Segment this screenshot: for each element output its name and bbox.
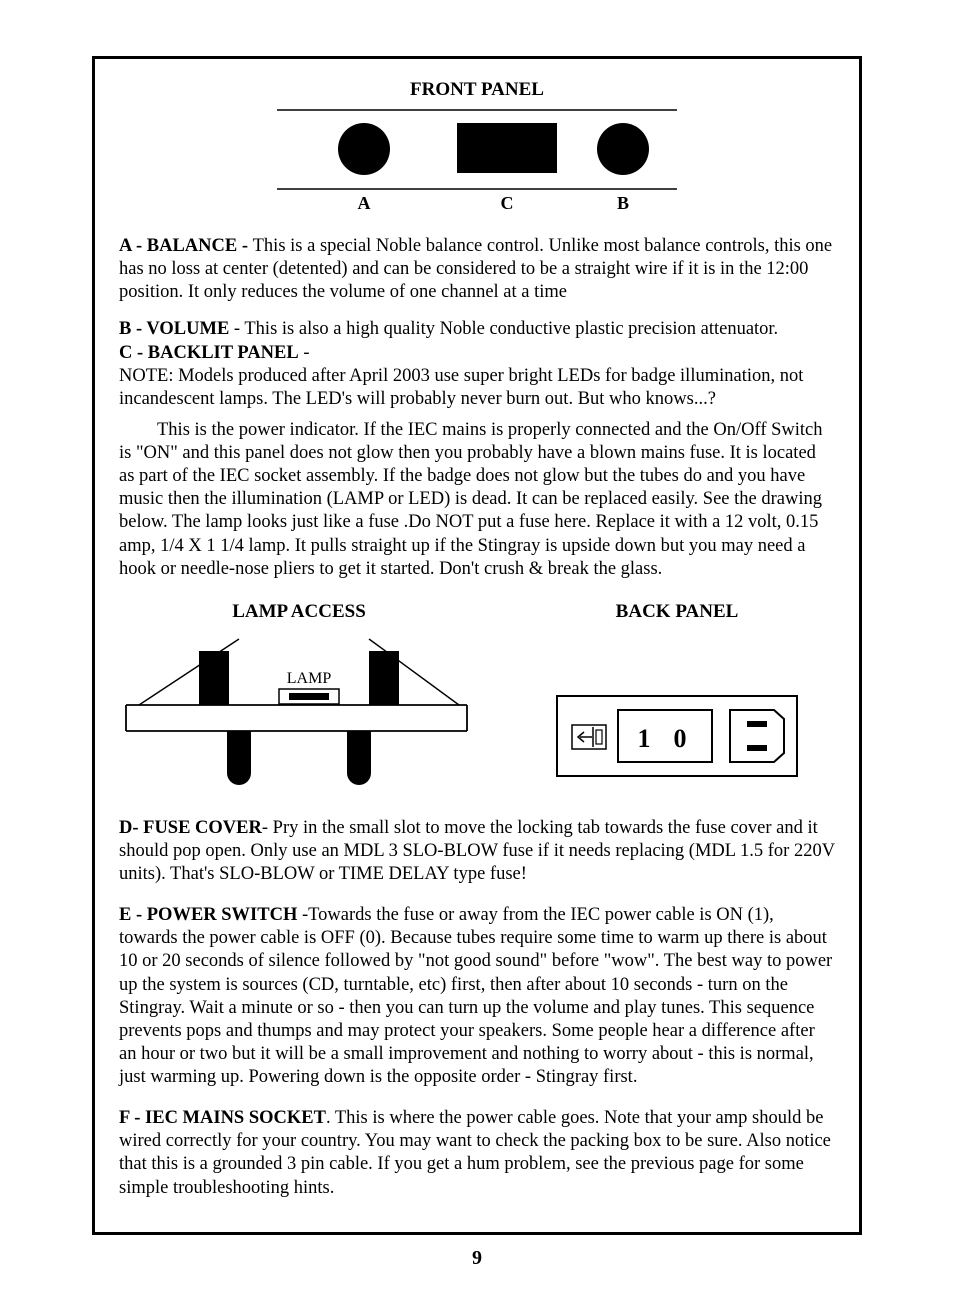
- back-panel-title: BACK PANEL: [616, 601, 739, 623]
- back-panel-svg: 1 0: [552, 691, 802, 791]
- para-d: D- FUSE COVER- Pry in the small slot to …: [119, 817, 835, 886]
- content-frame: FRONT PANEL A C B A - BALANCE - This is …: [92, 56, 862, 1235]
- c-dash: -: [299, 343, 310, 363]
- front-panel-title: FRONT PANEL: [119, 79, 835, 101]
- a-head: A - BALANCE -: [119, 236, 253, 256]
- front-panel-diagram: A C B: [119, 109, 835, 235]
- para-c2: This is the power indicator. If the IEC …: [119, 419, 835, 581]
- para-bc: B - VOLUME - This is also a high quality…: [119, 318, 835, 411]
- block-right: [369, 651, 399, 705]
- para-f: F - IEC MAINS SOCKET. This is where the …: [119, 1107, 835, 1200]
- block-left: [199, 651, 229, 705]
- b-head: B - VOLUME: [119, 319, 229, 339]
- front-panel-svg: A C B: [257, 109, 697, 235]
- iec-prong-top: [747, 721, 767, 727]
- label-b: B: [617, 193, 629, 213]
- e-body: -Towards the fuse or away from the IEC p…: [119, 905, 832, 1087]
- lamp-inner: [289, 693, 329, 700]
- switch-box: [618, 710, 712, 762]
- c-note: NOTE: Models produced after April 2003 u…: [119, 366, 803, 409]
- mid-diagram-row: LAMP ACCESS LAMP: [119, 601, 835, 791]
- f-head: F - IEC MAINS SOCKET: [119, 1108, 326, 1128]
- switch-1: 1: [638, 724, 651, 753]
- label-c: C: [501, 193, 514, 213]
- knob-a: [338, 123, 390, 175]
- peg-left: [227, 731, 251, 785]
- para-a: A - BALANCE - This is a special Noble ba…: [119, 235, 835, 304]
- iec-box: [730, 710, 784, 762]
- iec-prong-bot: [747, 745, 767, 751]
- c-para2: This is the power indicator. If the IEC …: [119, 420, 823, 579]
- c-head: C - BACKLIT PANEL: [119, 343, 299, 363]
- lamp-access-block: LAMP ACCESS LAMP: [119, 601, 479, 787]
- label-a: A: [358, 193, 371, 213]
- fuse-slot: [596, 730, 602, 744]
- para-e: E - POWER SWITCH -Towards the fuse or aw…: [119, 904, 835, 1089]
- b-body: - This is also a high quality Noble cond…: [229, 319, 778, 339]
- lamp-label: LAMP: [287, 670, 332, 687]
- knob-b: [597, 123, 649, 175]
- back-panel-block: BACK PANEL 1 0: [519, 601, 835, 791]
- display-panel: [457, 123, 557, 173]
- page-number: 9: [92, 1247, 862, 1270]
- e-head: E - POWER SWITCH: [119, 905, 302, 925]
- lamp-access-title: LAMP ACCESS: [232, 601, 366, 623]
- lamp-access-svg: LAMP: [119, 627, 479, 787]
- peg-right: [347, 731, 371, 785]
- page: FRONT PANEL A C B A - BALANCE - This is …: [0, 0, 954, 1310]
- switch-0: 0: [674, 724, 687, 753]
- d-head: D- FUSE COVER: [119, 818, 262, 838]
